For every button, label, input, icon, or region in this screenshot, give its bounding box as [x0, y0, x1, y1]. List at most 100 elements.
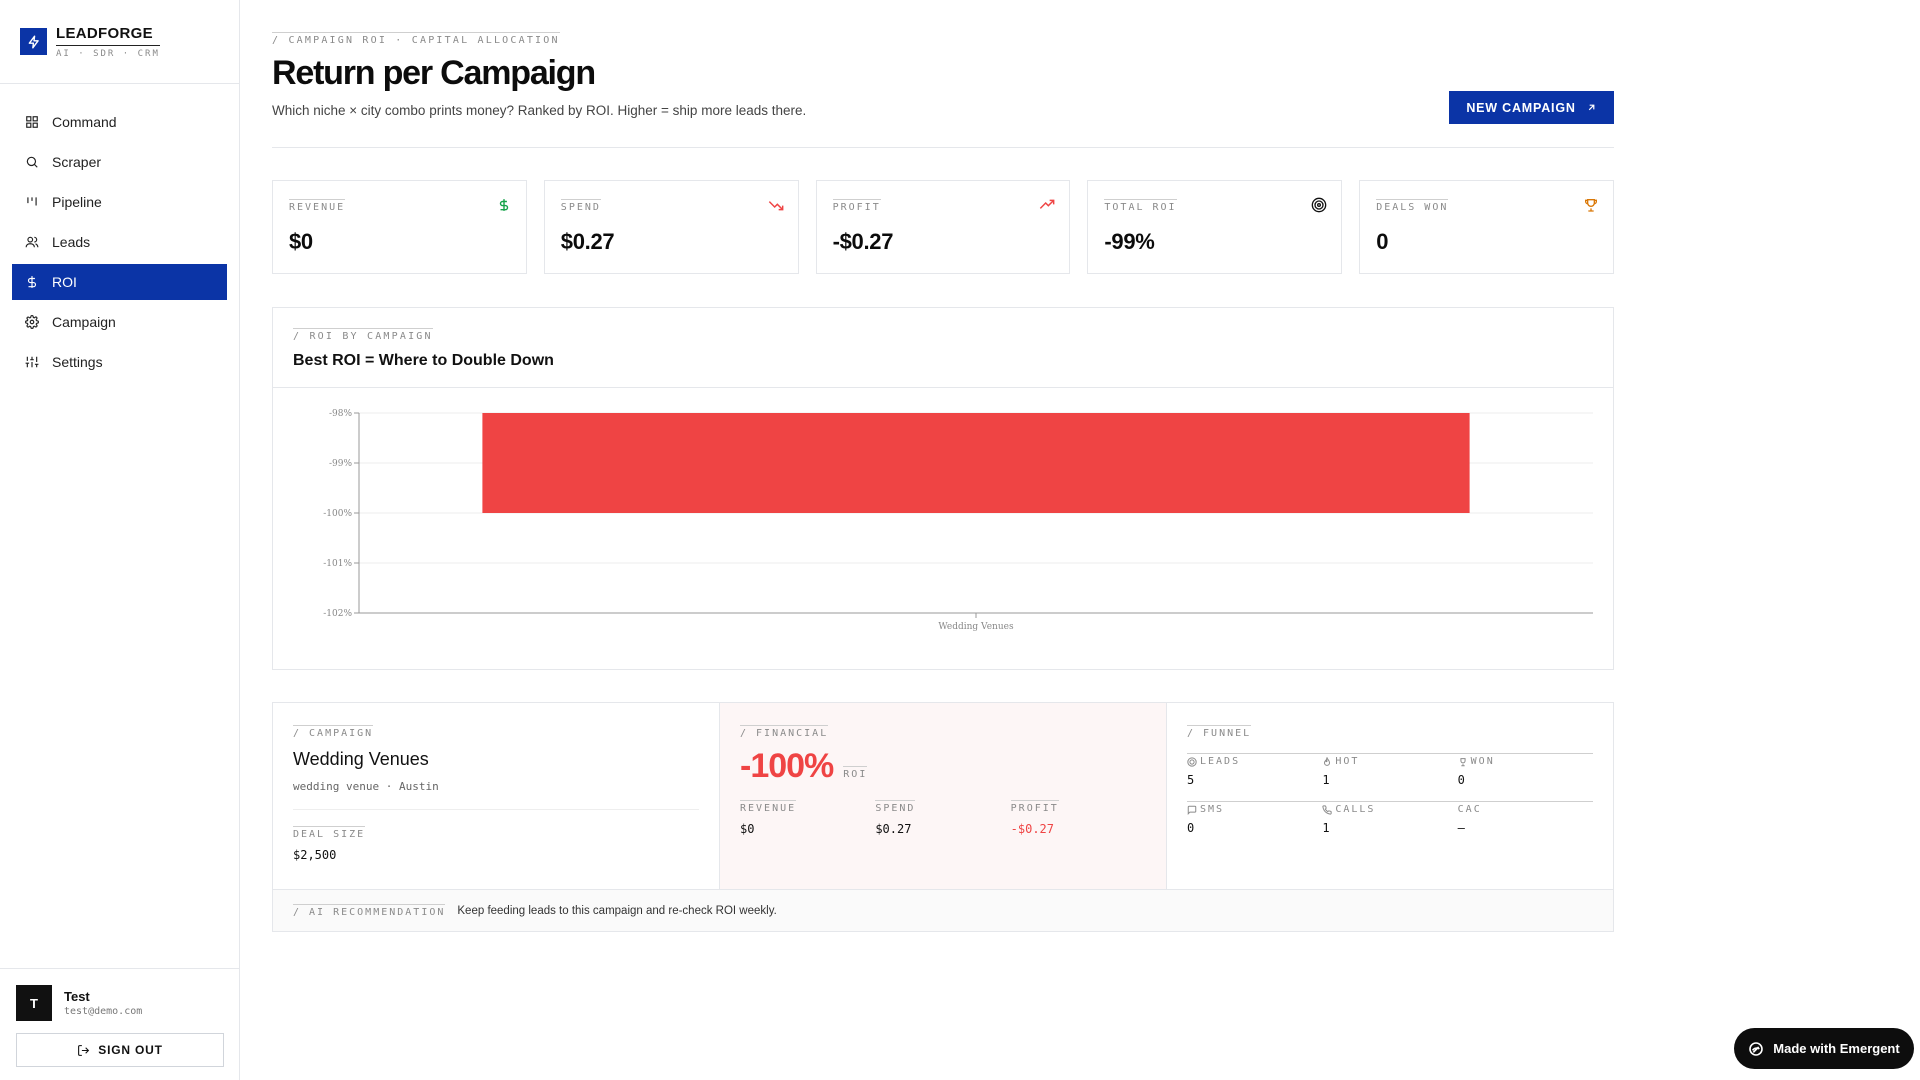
funnel-leads-value: 5	[1187, 773, 1195, 787]
financial-section-label: / FINANCIAL	[740, 725, 829, 739]
sidebar-item-scraper[interactable]: Scraper	[12, 144, 227, 180]
roi-headline: -100% ROI	[740, 747, 1146, 786]
campaign-section-label: / CAMPAIGN	[293, 725, 374, 739]
grid-icon	[24, 114, 40, 130]
sidebar-item-leads[interactable]: Leads	[12, 224, 227, 260]
kpi-card-spend: SPEND $0.27	[543, 180, 799, 274]
kpi-label: DEALS WON	[1376, 199, 1449, 213]
kpi-value: $0.27	[560, 229, 615, 254]
kpi-value: 0	[1376, 229, 1389, 254]
campaign-funnel: / FUNNEL LEADS 5 HOT 1 WON 0 S	[1167, 703, 1613, 889]
funnel-calls-label: CALLS	[1322, 801, 1458, 815]
user-row: T Test test@demo.com	[16, 985, 224, 1021]
page-subtitle: Which niche × city combo prints money? R…	[272, 103, 807, 118]
kpi-label: PROFIT	[832, 199, 881, 213]
funnel-cac-value: —	[1457, 821, 1465, 835]
campaign-info: / CAMPAIGN Wedding Venues wedding venue …	[273, 703, 720, 889]
sidebar-item-label: Pipeline	[52, 194, 102, 210]
y-tick-label: -102%	[323, 609, 352, 619]
phone-icon	[1322, 804, 1332, 815]
dollar-icon	[496, 197, 512, 213]
new-campaign-button[interactable]: NEW CAMPAIGN	[1449, 91, 1614, 124]
kpi-row: REVENUE $0 SPEND $0.27 PROFIT -$0.27 TOT…	[272, 180, 1614, 274]
campaign-name[interactable]: Wedding Venues	[293, 749, 429, 769]
chart-title: Best ROI = Where to Double Down	[293, 352, 554, 369]
kpi-value: -$0.27	[832, 229, 894, 254]
page-eyebrow: / CAMPAIGN ROI · CAPITAL ALLOCATION	[272, 32, 560, 46]
sidebar-item-settings[interactable]: Settings	[12, 344, 227, 380]
sign-out-button[interactable]: SIGN OUT	[16, 1033, 224, 1067]
kpi-value: -99%	[1104, 229, 1155, 254]
campaign-card-row: / CAMPAIGN Wedding Venues wedding venue …	[273, 703, 1613, 889]
emergent-badge-label: Made with Emergent	[1773, 1041, 1900, 1056]
funnel-won-label: WON	[1457, 753, 1593, 767]
main-content: / CAMPAIGN ROI · CAPITAL ALLOCATION Retu…	[272, 0, 1614, 932]
sidebar: LEADFORGE AI · SDR · CRM Command Scraper…	[0, 0, 240, 1080]
campaign-niche: wedding venue	[293, 780, 380, 793]
trophy-icon	[1583, 197, 1599, 213]
funnel-sms-label: SMS	[1187, 801, 1323, 815]
users-icon	[24, 234, 40, 250]
sign-out-label: SIGN OUT	[98, 1043, 163, 1057]
target-icon	[1187, 756, 1197, 767]
y-tick-label: -99%	[329, 459, 352, 469]
kpi-label: TOTAL ROI	[1104, 199, 1177, 213]
sidebar-item-label: ROI	[52, 274, 77, 290]
sidebar-item-label: Leads	[52, 234, 91, 250]
pipeline-icon	[24, 194, 40, 210]
funnel-cac-label: CAC	[1457, 801, 1593, 815]
deal-size-label: DEAL SIZE	[293, 826, 366, 840]
message-icon	[1187, 805, 1197, 815]
profit-label: PROFIT	[1010, 800, 1059, 814]
search-icon	[24, 154, 40, 170]
y-tick-label: -101%	[323, 559, 352, 569]
user-name: Test	[64, 989, 90, 1004]
kpi-card-profit: PROFIT -$0.27	[815, 180, 1071, 274]
funnel-won-value: 0	[1457, 773, 1465, 787]
kpi-label: REVENUE	[289, 199, 346, 213]
funnel-calls-value: 1	[1322, 821, 1330, 835]
bolt-icon	[20, 28, 47, 55]
sidebar-item-label: Campaign	[52, 314, 116, 330]
flame-icon	[1324, 756, 1331, 766]
chart-eyebrow: / ROI BY CAMPAIGN	[293, 328, 433, 342]
emergent-logo-icon	[1749, 1041, 1764, 1056]
page-title: Return per Campaign	[272, 54, 596, 92]
kpi-label: SPEND	[560, 199, 601, 213]
funnel-hot-value: 1	[1322, 773, 1330, 787]
trending-up-icon	[1039, 197, 1055, 213]
financial-grid: REVENUE $0 SPEND $0.27 PROFIT -$0.27	[740, 798, 1146, 836]
sidebar-item-command[interactable]: Command	[12, 104, 227, 140]
sidebar-item-label: Command	[52, 114, 117, 130]
brand-name: LEADFORGE	[56, 24, 153, 42]
spend-label: SPEND	[875, 800, 916, 814]
y-tick-label: -100%	[323, 509, 352, 519]
sidebar-item-pipeline[interactable]: Pipeline	[12, 184, 227, 220]
sidebar-item-roi[interactable]: ROI	[12, 264, 227, 300]
funnel-hot-label: HOT	[1322, 753, 1458, 767]
avatar: T	[16, 985, 52, 1021]
trending-down-icon	[768, 197, 784, 213]
roi-bar-chart: -98% -99% -100% -101% -102% Wedding Venues	[323, 409, 1593, 632]
user-email: test@demo.com	[64, 1006, 143, 1017]
revenue-value: $0	[740, 822, 755, 836]
roi-tag: ROI	[843, 766, 868, 780]
ai-recommendation: / AI RECOMMENDATION Keep feeding leads t…	[273, 889, 1613, 931]
logout-icon	[78, 1044, 90, 1056]
sidebar-item-label: Scraper	[52, 154, 102, 170]
roi-chart-card: / ROI BY CAMPAIGN Best ROI = Where to Do…	[272, 307, 1614, 670]
deal-size-value: $2,500	[293, 848, 337, 862]
funnel-grid: LEADS 5 HOT 1 WON 0 SMS 0	[1187, 753, 1593, 835]
revenue-label: REVENUE	[740, 800, 797, 814]
sidebar-item-label: Settings	[52, 354, 103, 370]
made-with-emergent-badge[interactable]: Made with Emergent	[1734, 1028, 1914, 1069]
recommendation-text: Keep feeding leads to this campaign and …	[457, 904, 777, 917]
chart-header: / ROI BY CAMPAIGN Best ROI = Where to Do…	[273, 308, 1613, 388]
brand[interactable]: LEADFORGE AI · SDR · CRM	[0, 0, 239, 84]
campaign-city: Austin	[398, 780, 439, 793]
dollar-icon	[24, 274, 40, 290]
user-block: T Test test@demo.com SIGN OUT	[0, 968, 240, 1080]
sidebar-item-campaign[interactable]: Campaign	[12, 304, 227, 340]
funnel-section-label: / FUNNEL	[1187, 725, 1252, 739]
recommendation-label: / AI RECOMMENDATION	[293, 903, 446, 918]
